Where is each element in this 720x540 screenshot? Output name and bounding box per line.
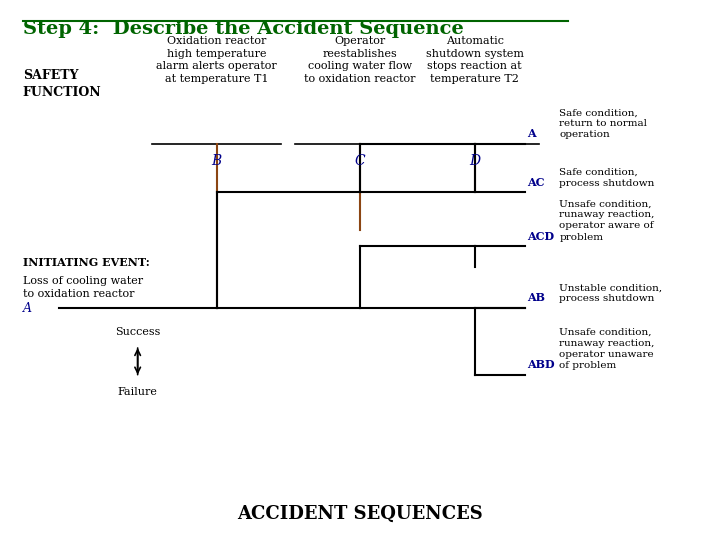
Text: Loss of cooling water
to oxidation reactor: Loss of cooling water to oxidation react… <box>23 276 143 299</box>
Text: Safe condition,
process shutdown: Safe condition, process shutdown <box>559 168 654 188</box>
Text: Unsafe condition,
runaway reaction,
operator unaware
of problem: Unsafe condition, runaway reaction, oper… <box>559 328 654 370</box>
Text: B: B <box>212 154 222 168</box>
Text: AC: AC <box>527 177 544 188</box>
Text: Unstable condition,
process shutdown: Unstable condition, process shutdown <box>559 283 662 303</box>
Text: SAFETY
FUNCTION: SAFETY FUNCTION <box>23 69 102 98</box>
Text: INITIATING EVENT:: INITIATING EVENT: <box>23 256 150 267</box>
Text: Oxidation reactor
high temperature
alarm alerts operator
at temperature T1: Oxidation reactor high temperature alarm… <box>156 36 277 84</box>
Text: AB: AB <box>527 292 545 303</box>
Text: C: C <box>355 154 365 168</box>
Text: Automatic
shutdown system
stops reaction at
temperature T2: Automatic shutdown system stops reaction… <box>426 36 523 84</box>
Text: A: A <box>23 302 32 315</box>
Text: ACCIDENT SEQUENCES: ACCIDENT SEQUENCES <box>237 504 483 523</box>
Text: Operator
reestablishes
cooling water flow
to oxidation reactor: Operator reestablishes cooling water flo… <box>305 36 415 84</box>
Text: D: D <box>469 154 480 168</box>
Text: Safe condition,
return to normal
operation: Safe condition, return to normal operati… <box>559 108 647 139</box>
Text: ACD: ACD <box>527 231 554 241</box>
Text: Step 4:  Describe the Accident Sequence: Step 4: Describe the Accident Sequence <box>23 20 464 38</box>
Text: Failure: Failure <box>118 387 158 397</box>
Text: Unsafe condition,
runaway reaction,
operator aware of
problem: Unsafe condition, runaway reaction, oper… <box>559 199 654 241</box>
Text: A: A <box>527 129 536 139</box>
Text: Success: Success <box>115 327 161 337</box>
Text: ABD: ABD <box>527 360 554 370</box>
